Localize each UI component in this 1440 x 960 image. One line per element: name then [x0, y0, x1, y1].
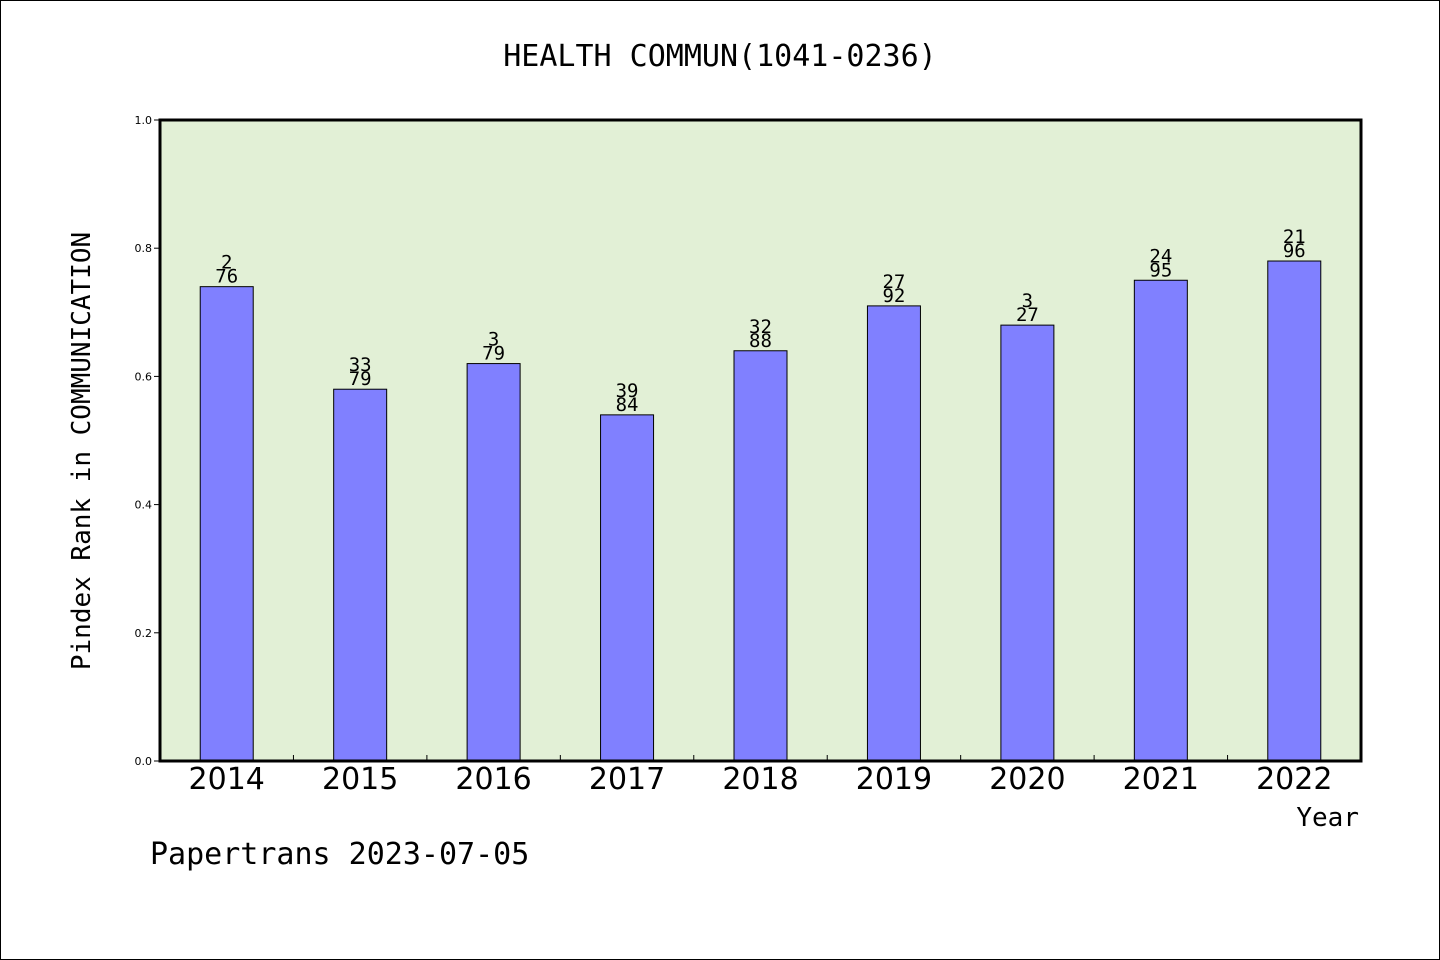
bar-label-bottom-2017: 84: [616, 394, 639, 416]
x-tick-label-2022: 2022: [1256, 762, 1332, 797]
bar-label-top-2014: 2: [221, 252, 232, 274]
bar-label-top-2022: 21: [1283, 226, 1306, 248]
bar-label-top-2019: 27: [882, 271, 905, 293]
bar-label-bottom-2014: 76: [215, 266, 238, 288]
y-tick-label: 0.6: [135, 370, 153, 383]
y-axis-label: Pindex Rank in COMMUNICATION: [67, 232, 97, 670]
bar-label-top-2016: 3: [488, 329, 499, 351]
y-axis-ticks: 0.0 0.2 0.4 0.6 0.8 1.0: [135, 114, 160, 768]
x-axis-ticks: 2014 2015 2016 2017 2018 2019 2020 2021 2022: [189, 755, 1332, 797]
bar-label-bottom-2019: 92: [882, 285, 905, 307]
bar-2022: [1267, 260, 1322, 762]
y-tick-label: 0.4: [135, 499, 153, 512]
bar-label-top-2018: 32: [749, 316, 772, 338]
x-tick-label-2017: 2017: [589, 762, 665, 797]
plot-border: [158, 118, 1363, 763]
bar-label-bottom-2018: 88: [749, 330, 772, 352]
y-tick-label: 0.2: [135, 627, 153, 640]
y-tick-label: 1.0: [135, 114, 153, 127]
chart-title: HEALTH COMMUN(1041-0236): [503, 39, 936, 74]
bar-2016: [466, 363, 521, 762]
bar-2019: [866, 305, 921, 762]
bar-label-top-2021: 24: [1149, 245, 1172, 267]
bar-label-bottom-2022: 96: [1283, 240, 1306, 262]
bar-label-top-2020: 3: [1022, 290, 1033, 312]
bar-2015: [333, 388, 388, 762]
x-tick-label-2019: 2019: [856, 762, 932, 797]
x-tick-label-2014: 2014: [189, 762, 265, 797]
bar-2017: [600, 414, 655, 762]
y-tick-label: 0.0: [135, 755, 153, 768]
x-tick-label-2018: 2018: [722, 762, 798, 797]
bar-label-bottom-2020: 27: [1016, 304, 1039, 326]
x-tick-label-2015: 2015: [322, 762, 398, 797]
bar-label-top-2017: 39: [616, 380, 639, 402]
bar-label-bottom-2016: 79: [482, 343, 505, 365]
x-tick-label-2016: 2016: [455, 762, 531, 797]
bar-label-bottom-2021: 95: [1149, 259, 1172, 281]
bars-group: [199, 260, 1322, 762]
bar-2014: [199, 286, 254, 762]
x-tick-label-2021: 2021: [1123, 762, 1199, 797]
bar-2020: [1000, 324, 1055, 762]
bar-label-top-2015: 33: [349, 354, 372, 376]
bar-2021: [1133, 279, 1188, 762]
bar-label-bottom-2015: 79: [349, 368, 372, 390]
y-tick-label: 0.8: [135, 242, 153, 255]
bar-2018: [733, 350, 788, 762]
x-axis-label: Year: [1296, 803, 1359, 833]
x-tick-label-2020: 2020: [989, 762, 1065, 797]
footer-credit: Papertrans 2023-07-05: [150, 837, 529, 872]
